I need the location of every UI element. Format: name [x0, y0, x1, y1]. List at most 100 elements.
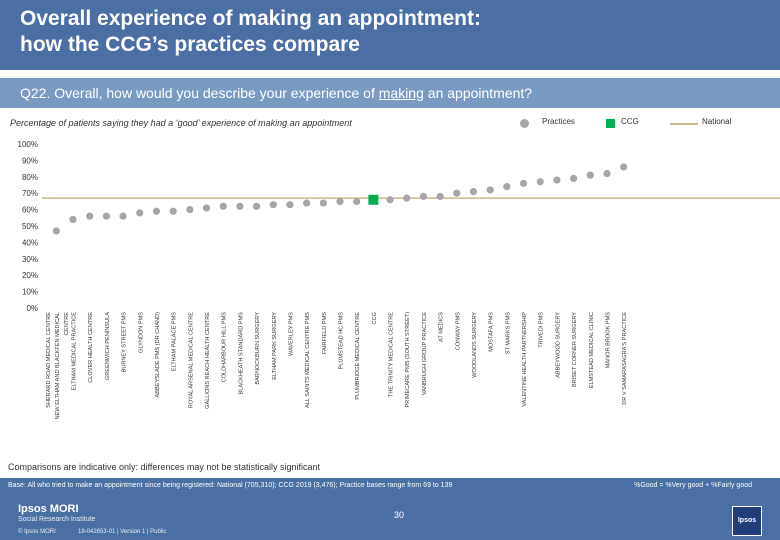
practice-point — [52, 227, 60, 235]
category-label-group: ELTHAM PALACE PMS — [172, 312, 178, 371]
ipsos-corner-logo: Ipsos — [732, 506, 762, 536]
category-label-group: GLYNDON PMS — [138, 312, 144, 353]
y-tick-label: 10% — [22, 288, 38, 297]
category-label-group: GREENWICH PENINSULA — [105, 312, 111, 380]
legend-national-marker — [670, 123, 698, 125]
category-label: ELTHAM MEDICAL PRACTICE — [72, 312, 78, 391]
category-label-group: AT MEDICS — [439, 312, 445, 342]
legend-national-label: National — [702, 117, 732, 126]
practice-point — [469, 187, 478, 196]
practice-point — [553, 176, 561, 184]
category-label: WAVERLEY PMS — [288, 312, 294, 356]
category-label: ABBEYSLADE PMS (DR CHAND) — [155, 312, 161, 398]
category-label-group: TRIVEDI PMS — [539, 312, 545, 348]
category-label: PLUMBRIDGE MEDICAL CENTRE — [355, 312, 361, 400]
category-label-group: CCG — [372, 312, 378, 324]
practice-point — [69, 215, 77, 224]
category-label-group: ABBEYSLADE PMS (DR CHAND) — [155, 312, 161, 398]
practice-point — [219, 202, 227, 210]
category-label-group: MANOR BROOK PMS — [605, 312, 611, 369]
category-label: GLYNDON PMS — [138, 312, 144, 353]
category-label: ELTHAM PALACE PMS — [172, 312, 178, 371]
significance-note: Comparisons are indicative only: differe… — [8, 462, 320, 472]
category-label-group: ALL SAINTS MEDICAL CENTRE PMS — [305, 312, 311, 408]
category-label: BLACKHEATH STANDARD PMS — [238, 312, 244, 395]
practice-point — [236, 202, 244, 210]
header-bar: Overall experience of making an appointm… — [0, 0, 780, 70]
category-label: BURNEY STREET PMS — [122, 312, 128, 373]
category-label: CCG — [372, 312, 378, 324]
category-label-group: WOODLANDS SURGERY — [472, 312, 478, 378]
practice-point — [519, 179, 528, 187]
category-label: ALL SAINTS MEDICAL CENTRE PMS — [305, 312, 311, 408]
category-label-group: WAVERLEY PMS — [288, 312, 294, 356]
category-label: CONWAY PMS — [455, 312, 461, 350]
category-label-group: THE TRINITY MEDICAL CENTRE — [389, 312, 395, 397]
category-label: ROYAL ARSENAL MEDICAL CENTRE — [188, 312, 194, 409]
y-tick-label: 100% — [18, 140, 38, 149]
practice-point — [453, 189, 461, 197]
practice-point — [186, 206, 194, 214]
practice-point — [169, 207, 177, 215]
page-title: Overall experience of making an appointm… — [20, 7, 481, 56]
category-label: NEW ELTHAM AND BLACKFEN MEDICAL — [55, 312, 61, 419]
y-tick-label: 80% — [22, 173, 38, 182]
category-label-group: MOSTAFA PMS — [489, 312, 495, 352]
practice-point — [202, 204, 211, 212]
category-label: WOODLANDS SURGERY — [472, 312, 478, 378]
legend-ccg-label: CCG — [621, 117, 639, 126]
practice-point — [86, 212, 94, 220]
practice-point — [570, 174, 578, 183]
category-label: MOSTAFA PMS — [489, 312, 495, 352]
practice-point — [136, 209, 144, 217]
category-label-group: GALLIONS REACH HEALTH CENTRE — [205, 312, 211, 409]
category-label: ABBEYWOOD SURGERY — [555, 312, 561, 378]
category-label: BARNOCKBURN SURGERY — [255, 312, 261, 385]
practice-point — [620, 163, 628, 171]
category-label: AT MEDICS — [439, 312, 445, 342]
y-tick-label: 90% — [22, 156, 38, 165]
reference-text: 19-042653-01 | Version 1 | Public — [78, 529, 167, 535]
practice-point — [586, 171, 594, 179]
y-tick-label: 50% — [22, 222, 38, 231]
key-text: %Good = %Very good + %Fairly good — [634, 482, 752, 489]
category-label: TRIVEDI PMS — [539, 312, 545, 348]
category-label: GALLIONS REACH HEALTH CENTRE — [205, 312, 211, 409]
category-label: VANBRUGH GROUP PRACTICE — [422, 312, 428, 395]
category-label-group: BLACKHEATH STANDARD PMS — [238, 312, 244, 395]
question-prefix: Q22. Overall, how would you describe you… — [20, 85, 379, 101]
category-label-group: ELTHAM MEDICAL PRACTICE — [72, 312, 78, 391]
y-tick-label: 70% — [22, 189, 38, 198]
category-label-group: ST MARKS PMS — [505, 312, 511, 354]
category-label-group: BURNEY STREET PMS — [122, 312, 128, 373]
y-tick-label: 60% — [22, 206, 38, 215]
ccg-point — [368, 194, 379, 205]
practice-point — [403, 194, 411, 202]
category-label-group: ABBEYWOOD SURGERY — [555, 312, 561, 378]
category-label-group: VANBRUGH GROUP PRACTICE — [422, 312, 428, 395]
practice-point — [503, 183, 511, 191]
practice-point — [419, 192, 428, 201]
category-label-group: CONWAY PMS — [455, 312, 461, 350]
category-label-group: VALENTINE HEALTH PARTNERSHIP — [522, 312, 528, 407]
legend-practices-label: Practices — [542, 117, 575, 126]
category-label-group: CLOVER HEALTH CENTRE — [88, 312, 94, 383]
page-number: 30 — [393, 510, 404, 520]
legend-ccg-marker — [606, 119, 615, 128]
question-underlined: making — [378, 85, 424, 101]
category-label-group: FAIRFIELD PMS — [322, 312, 328, 354]
practice-point — [353, 197, 361, 205]
practice-point — [252, 202, 261, 210]
scatter-chart: 0% 10% 20% 30% 40% 50% 60% 70% 80% 90% 100% SHERARD… — [18, 140, 780, 419]
category-label-group: PLUMSTEAD HC PMS — [339, 312, 345, 370]
y-tick-label: 20% — [22, 271, 38, 280]
category-label: PRIMECARE PMS (SOUTH STREET) — [405, 312, 411, 408]
category-label-group: ELTHAM PARK SURGERY — [272, 312, 278, 380]
category-label: VALENTINE HEALTH PARTNERSHIP — [522, 312, 528, 407]
base-text: Base: All who tried to make an appointme… — [8, 482, 453, 489]
practice-point — [269, 201, 277, 209]
practice-point — [286, 201, 294, 209]
category-label-group: ROYAL ARSENAL MEDICAL CENTRE — [188, 312, 194, 409]
practice-point — [119, 212, 127, 220]
category-label: GREENWICH PENINSULA — [105, 312, 111, 380]
